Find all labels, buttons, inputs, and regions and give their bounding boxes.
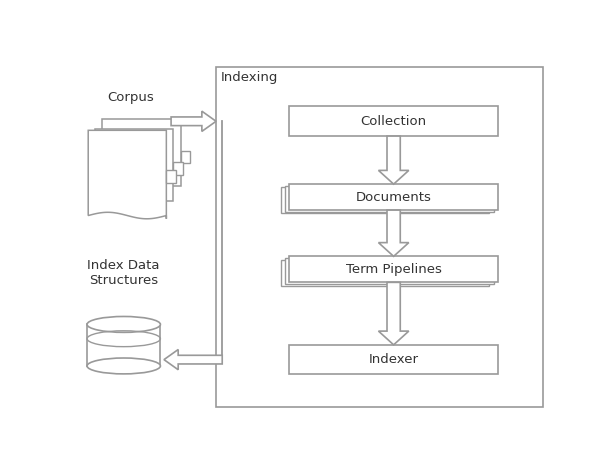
Polygon shape (290, 257, 498, 282)
Polygon shape (88, 130, 166, 219)
Text: Term Pipelines: Term Pipelines (346, 263, 442, 276)
Polygon shape (290, 184, 498, 210)
Text: Indexing: Indexing (221, 71, 278, 84)
Polygon shape (87, 325, 161, 366)
Ellipse shape (87, 358, 161, 374)
Polygon shape (290, 106, 498, 136)
Polygon shape (285, 258, 494, 284)
Polygon shape (166, 170, 176, 183)
Polygon shape (378, 136, 409, 184)
Text: Documents: Documents (356, 190, 431, 204)
Text: Corpus: Corpus (108, 91, 154, 104)
Polygon shape (378, 210, 409, 257)
Polygon shape (378, 282, 409, 345)
Text: Collection: Collection (360, 115, 426, 128)
Polygon shape (285, 186, 494, 212)
Polygon shape (95, 129, 174, 201)
Polygon shape (181, 151, 190, 163)
Polygon shape (281, 188, 489, 213)
Polygon shape (281, 260, 489, 286)
Polygon shape (290, 345, 498, 374)
Polygon shape (164, 349, 222, 370)
Polygon shape (171, 111, 216, 131)
Ellipse shape (87, 317, 161, 333)
Text: Indexer: Indexer (368, 353, 419, 366)
Polygon shape (174, 162, 183, 175)
Text: Index Data
Structures: Index Data Structures (87, 259, 160, 287)
Polygon shape (216, 67, 543, 407)
Polygon shape (103, 120, 181, 186)
